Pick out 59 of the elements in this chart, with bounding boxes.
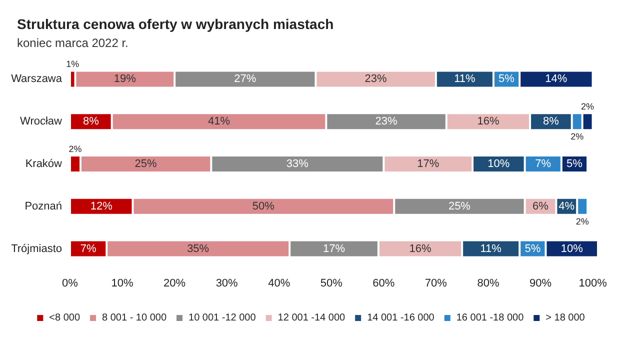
x-tick-label: 90% — [529, 278, 552, 290]
data-label: 16% — [477, 116, 500, 128]
data-label: 6% — [532, 200, 549, 212]
data-label: 10% — [488, 158, 510, 170]
x-tick-label: 40% — [268, 278, 290, 290]
data-label: 2% — [570, 132, 584, 142]
data-label: 2% — [581, 102, 594, 112]
x-tick-label: 20% — [164, 278, 186, 290]
chart-title: Struktura cenowa oferty w wybranych miastach — [17, 16, 334, 32]
x-tick-label: 70% — [424, 278, 448, 290]
data-label: 10% — [560, 242, 584, 255]
data-label: 27% — [234, 73, 256, 86]
x-tick-label: 100% — [578, 278, 608, 290]
legend-label: 16 001 -18 000 — [456, 312, 524, 324]
x-tick-label: 30% — [216, 278, 238, 290]
data-label: 8% — [82, 116, 100, 128]
data-label: 5% — [498, 73, 515, 86]
data-label: 2% — [576, 216, 589, 226]
data-label: 17% — [417, 158, 440, 170]
legend-label: > 18 000 — [546, 312, 586, 324]
data-label: 5% — [524, 242, 541, 255]
data-label: 16% — [409, 242, 432, 255]
data-label: 50% — [252, 200, 275, 212]
data-label: 33% — [286, 158, 309, 170]
data-label: 25% — [134, 158, 158, 170]
data-label: 35% — [187, 242, 210, 255]
data-label: 25% — [448, 200, 471, 212]
data-label: 7% — [535, 158, 552, 170]
data-label: 2% — [68, 144, 82, 154]
legend-label: 12 001 -14 000 — [278, 312, 346, 324]
data-label: 19% — [114, 73, 136, 86]
data-label: 41% — [208, 116, 230, 128]
x-tick-label: 80% — [477, 278, 500, 290]
y-tick-label: Poznań — [24, 200, 62, 212]
legend-label: 8 001 - 10 000 — [102, 312, 167, 324]
data-label: 7% — [80, 242, 96, 255]
y-tick-label: Wrocław — [20, 116, 62, 128]
x-tick-label: 50% — [320, 278, 343, 290]
data-label: 12% — [90, 200, 113, 212]
x-tick-label: 60% — [372, 278, 395, 290]
chart-subtitle: koniec marca 2022 r. — [17, 36, 128, 50]
data-label: 14% — [545, 73, 568, 86]
legend-label: 10 001 -12 000 — [188, 312, 256, 324]
data-label: 11% — [480, 242, 502, 255]
legend-label: 14 001 -16 000 — [367, 312, 435, 324]
data-label: 8% — [542, 116, 560, 128]
data-label: 5% — [566, 158, 583, 170]
legend-label: <8 000 — [49, 312, 80, 324]
data-label: 1% — [66, 59, 80, 70]
x-tick-label: 0% — [62, 278, 78, 290]
data-label: 4% — [558, 200, 575, 212]
x-tick-label: 10% — [111, 278, 134, 290]
data-label: 11% — [454, 73, 476, 86]
data-label: 23% — [364, 73, 388, 86]
data-label: 17% — [322, 242, 346, 255]
y-tick-label: Kraków — [25, 158, 62, 170]
y-tick-label: Warszawa — [11, 73, 63, 86]
y-tick-label: Trójmiasto — [11, 242, 62, 255]
data-label: 23% — [375, 116, 398, 128]
